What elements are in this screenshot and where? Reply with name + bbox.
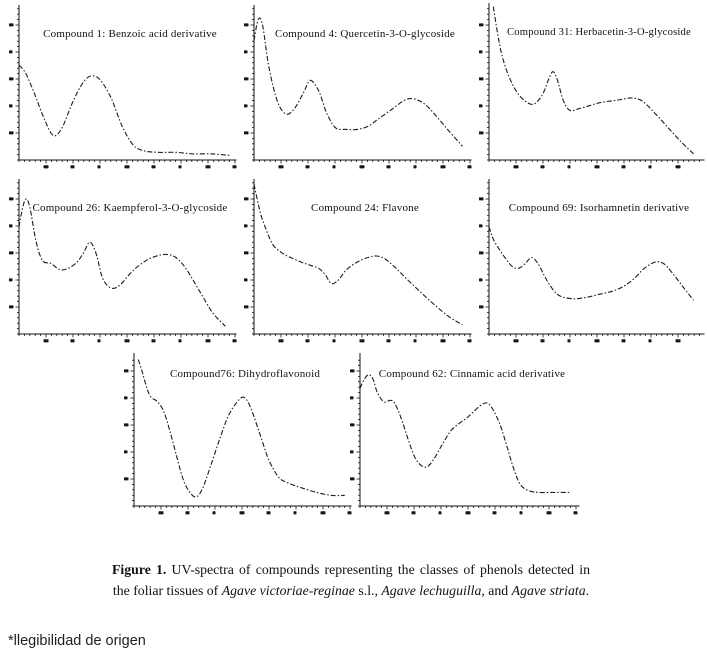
- legibility-footnote: *llegibilidad de origen: [8, 633, 146, 649]
- figure-caption: Figure 1. UV-spectra of compounds repres…: [112, 560, 590, 601]
- species-name: Agave lechuguilla: [381, 582, 482, 598]
- spectrum-plot: [9, 5, 237, 169]
- spectrum-title: Compound 1: Benzoic acid derivative: [43, 28, 217, 40]
- spectrum-plot: [244, 5, 472, 169]
- caption-text: s.l.,: [354, 582, 382, 598]
- figure-label: Figure 1.: [112, 562, 167, 577]
- spectrum-title: Compound 31: Herbacetin-3-O-glycoside: [507, 27, 691, 38]
- spectrum-plot: [350, 353, 580, 515]
- spectrum-panel-compound-31: Compound 31: Herbacetin-3-O-glycoside: [476, 0, 706, 174]
- spectrum-panel-compound-62: Compound 62: Cinnamic acid derivative: [347, 350, 581, 520]
- spectrum-panel-compound-4: Compound 4: Quercetin-3-O-glycoside: [241, 2, 473, 174]
- spectrum-plot: [124, 353, 352, 515]
- caption-text: .: [585, 582, 590, 598]
- species-name: Agave victoriae-reginae: [221, 582, 355, 598]
- spectrum-title: Compound 62: Cinnamic acid derivative: [378, 368, 566, 380]
- spectrum-plot: [244, 179, 472, 343]
- caption-text: UV-spectra of compounds representing the…: [112, 562, 590, 598]
- spectrum-panel-compound-1: Compound 1: Benzoic acid derivative: [6, 2, 238, 174]
- spectrum-panel-compound-24: Compound 24: Flavone: [241, 176, 473, 348]
- spectrum-panel-compound-26: Compound 26: Kaempferol-3-O-glycoside: [6, 176, 238, 348]
- spectrum-title: Compound 69: Isorhamnetin derivative: [508, 202, 690, 214]
- spectrum-title: Compound 26: Kaempferol-3-O-glycoside: [32, 202, 228, 214]
- spectrum-plot: [479, 3, 705, 169]
- spectrum-title: Compound 4: Quercetin-3-O-glycoside: [275, 28, 455, 40]
- caption-text: , and: [481, 582, 512, 598]
- spectrum-title: Compound76: Dihydroflavonoid: [169, 368, 321, 380]
- spectrum-plot: [479, 179, 705, 343]
- spectrum-plot: [9, 179, 237, 343]
- spectrum-title: Compound 24: Flavone: [311, 202, 419, 214]
- spectrum-panel-compound-76: Compound76: Dihydroflavonoid: [121, 350, 353, 520]
- spectrum-panel-compound-69: Compound 69: Isorhamnetin derivative: [476, 176, 706, 348]
- species-name: Agave striata: [511, 582, 586, 598]
